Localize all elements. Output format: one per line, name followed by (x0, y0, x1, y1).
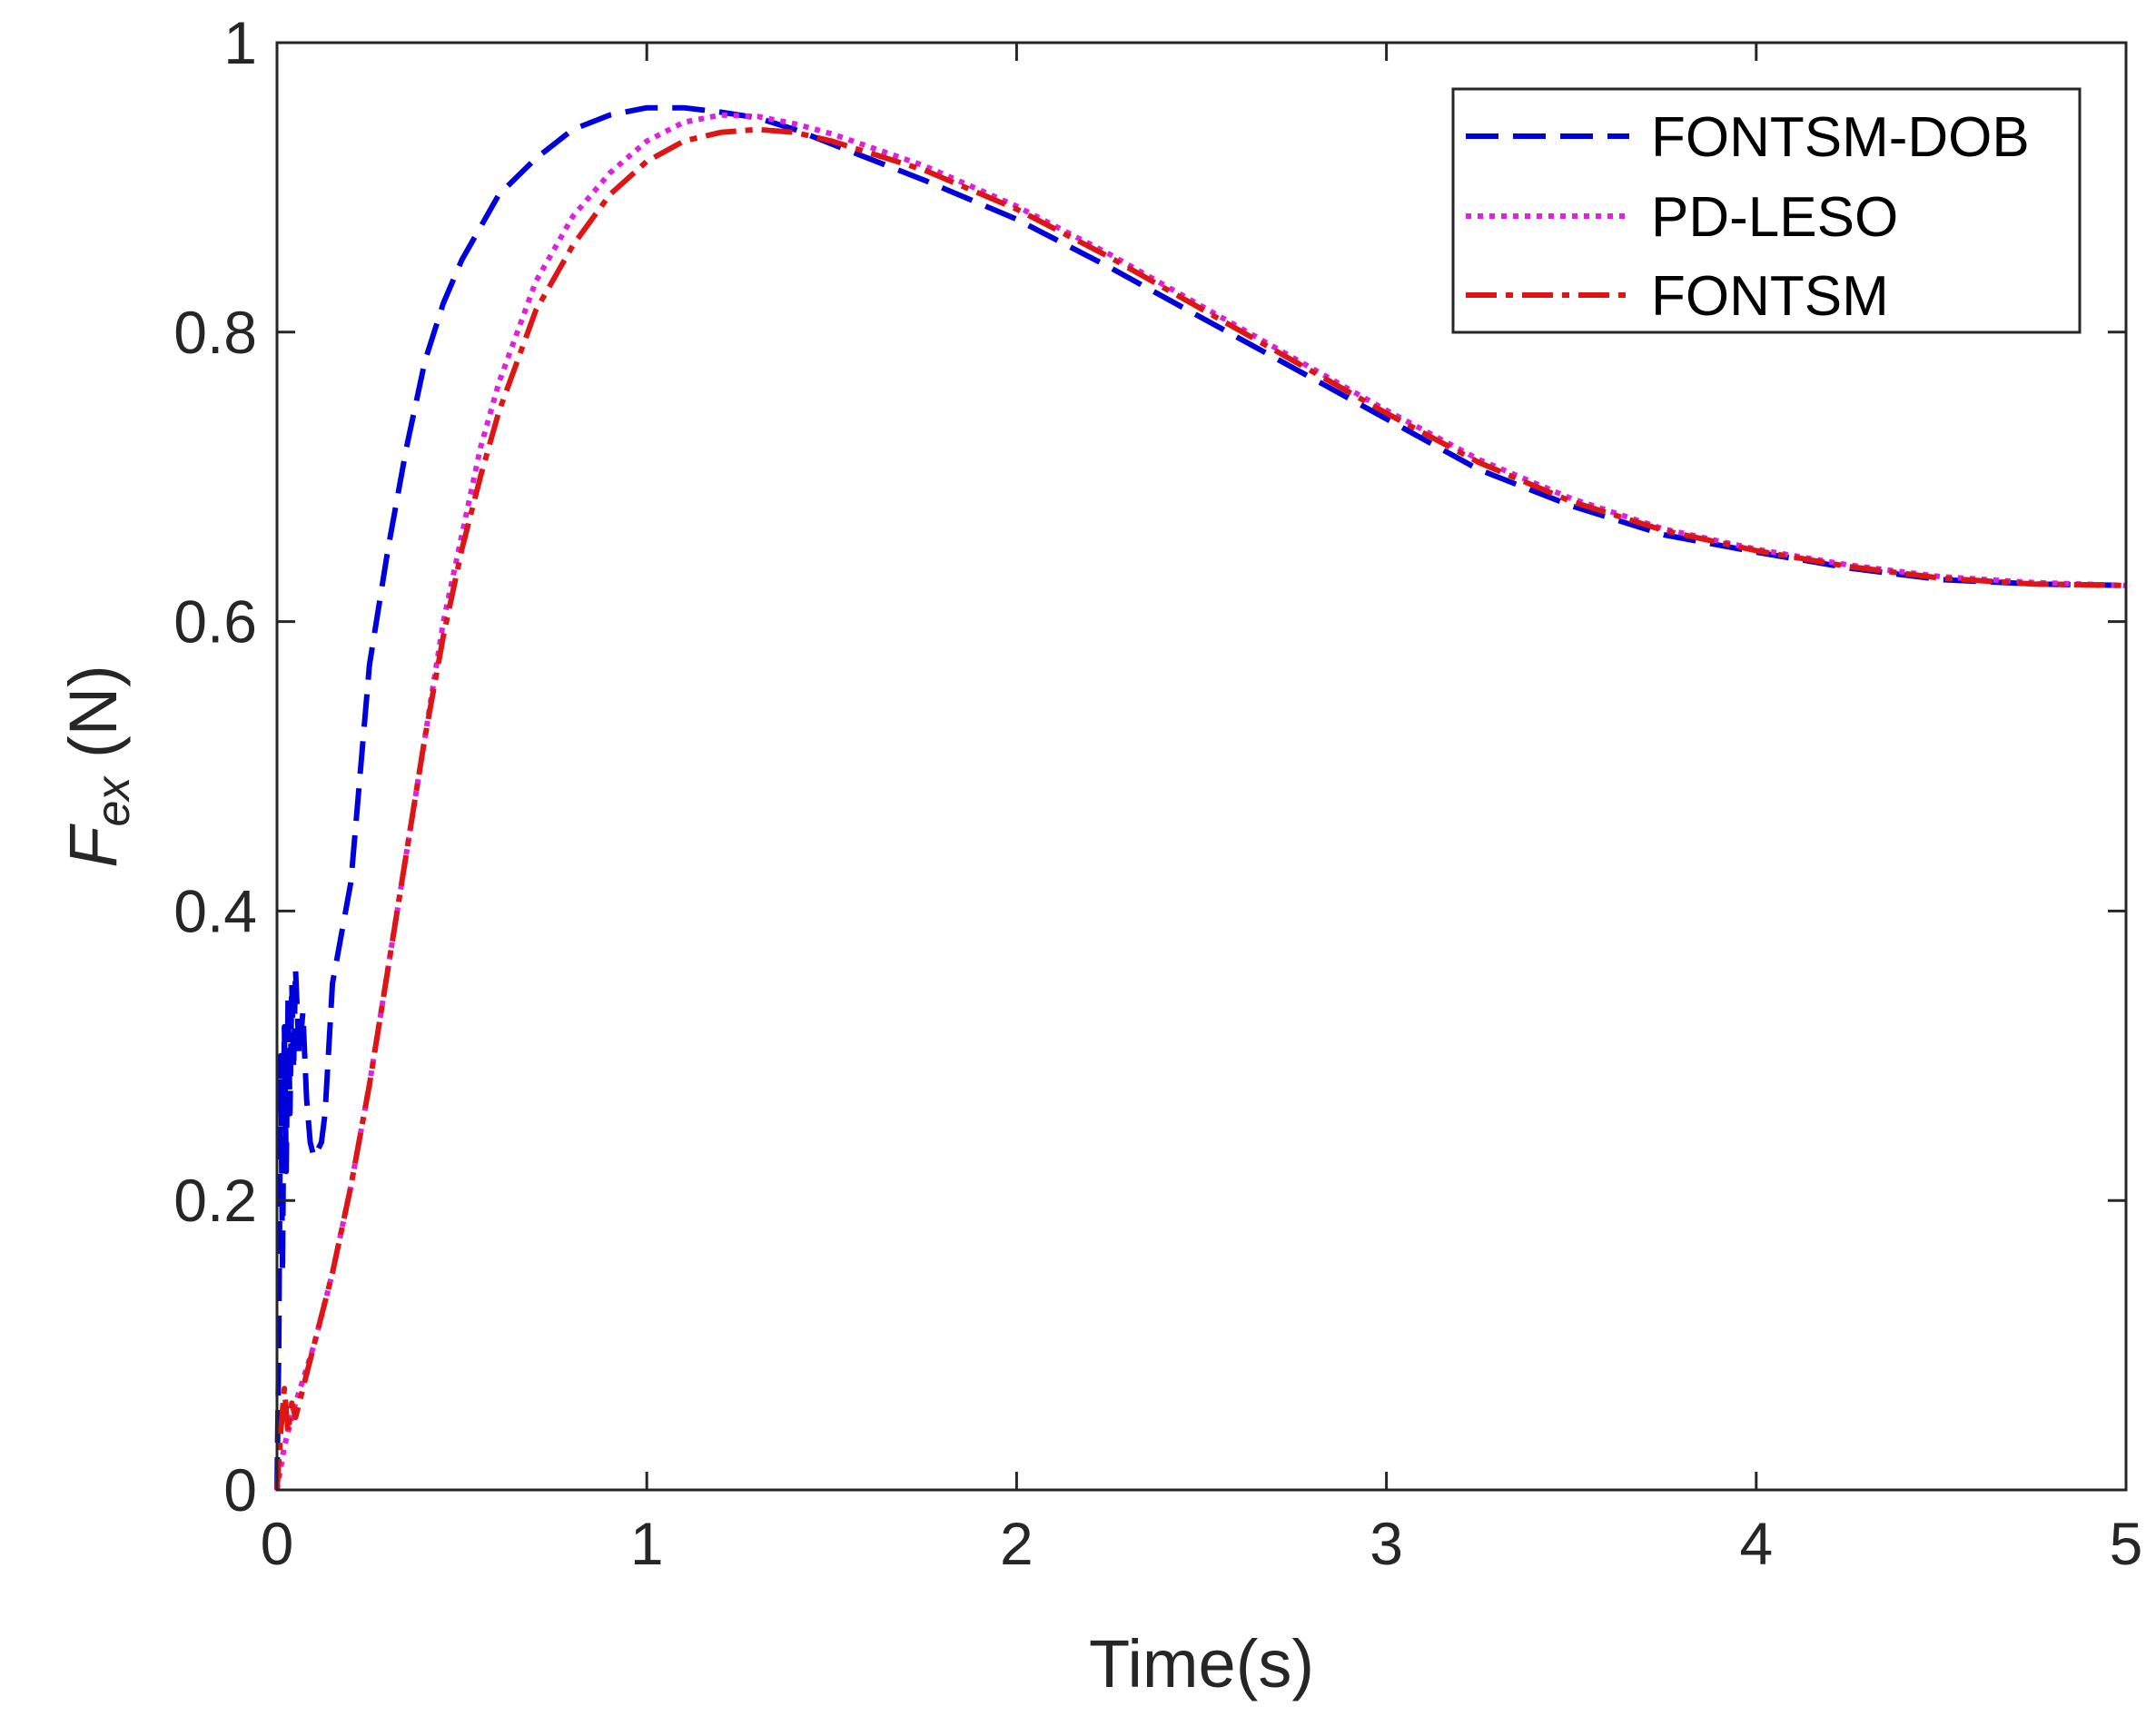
y-tick-label: 0.8 (173, 299, 257, 366)
x-axis-label: Time(s) (1089, 1626, 1314, 1701)
y-axis-label-subscript: ex (87, 775, 140, 827)
legend-box (1451, 87, 2082, 334)
plot-frame (275, 41, 2128, 1492)
series-line-fontsm-dob (274, 104, 2127, 1491)
legend-label-fontsm: FONTSM (1651, 265, 1889, 328)
series-layer (274, 104, 2127, 1491)
x-tick-label: 2 (1000, 1510, 1033, 1577)
ticks-layer (275, 41, 2128, 1492)
legend: FONTSM-DOB PD-LESO FONTSM (1451, 87, 2082, 334)
x-tick-label: 0 (261, 1510, 294, 1577)
x-tick-labels: 0 1 2 3 4 5 (261, 1510, 2143, 1577)
y-tick-labels: 0 0.2 0.4 0.6 0.8 1 (173, 9, 257, 1524)
x-tick-label: 3 (1370, 1510, 1403, 1577)
x-tick-label: 4 (1739, 1510, 1773, 1577)
y-tick-label: 1 (223, 9, 257, 76)
y-axis-label: Fex (N) (55, 665, 140, 867)
y-tick-label: 0 (223, 1456, 257, 1524)
x-tick-label: 1 (630, 1510, 664, 1577)
y-tick-label: 0.6 (173, 588, 257, 656)
y-axis-label-main: F (55, 823, 131, 868)
x-tick-label: 5 (2110, 1510, 2143, 1577)
series-line-fontsm (274, 126, 2127, 1491)
legend-label-pd-leso: PD-LESO (1651, 186, 1898, 249)
y-tick-label: 0.4 (173, 877, 257, 944)
y-tick-label: 0.2 (173, 1167, 257, 1234)
legend-label-fontsm-dob: FONTSM-DOB (1651, 106, 2030, 169)
y-axis-label-unit: (N) (55, 665, 131, 776)
